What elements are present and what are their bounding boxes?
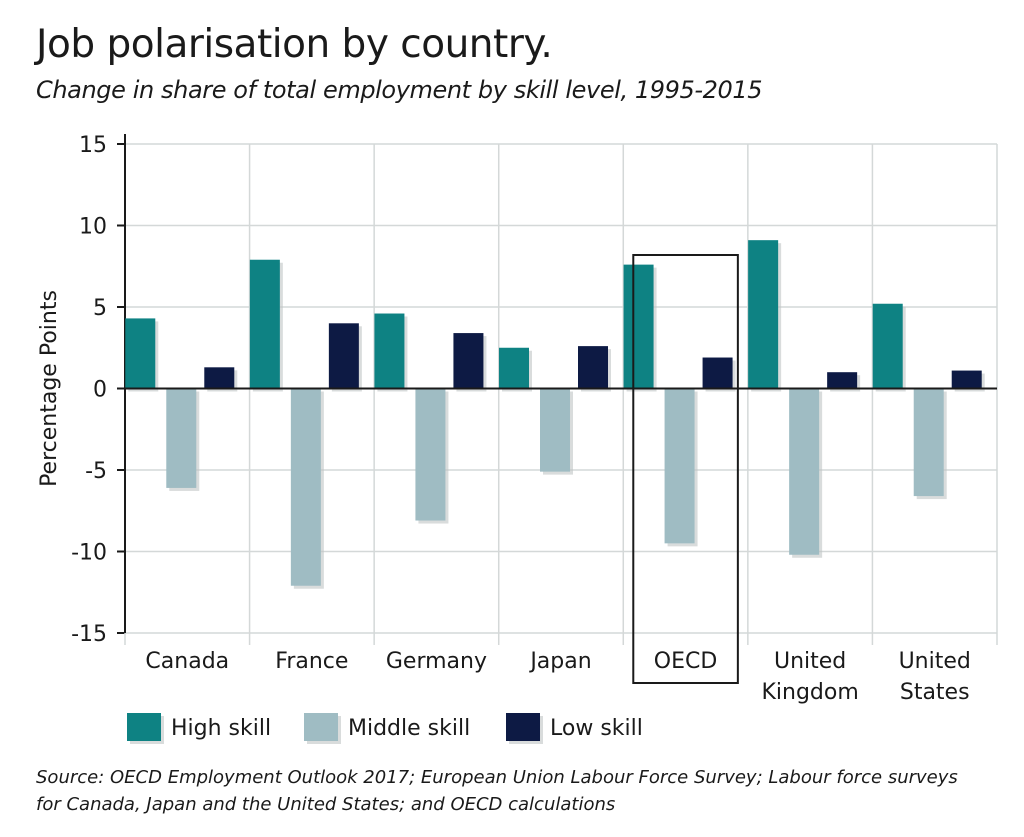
legend-swatch [506, 713, 540, 741]
bar [664, 388, 695, 544]
x-tick-label: Japan [528, 649, 591, 674]
chart-subtitle: Change in share of total employment by s… [36, 76, 763, 104]
x-tick-label: Kingdom [761, 680, 858, 705]
bar [499, 347, 529, 389]
bar [578, 346, 608, 389]
y-tick-label: 0 [93, 378, 107, 403]
bar [872, 303, 903, 389]
bar [702, 357, 733, 389]
x-tick-label: United [899, 649, 971, 674]
y-tick-label: 10 [79, 215, 107, 240]
x-tick-label: Germany [386, 649, 487, 674]
x-tick-label: United [774, 649, 846, 674]
bar [204, 367, 235, 389]
y-tick-label: -10 [71, 541, 107, 566]
bar [125, 318, 156, 389]
bar [415, 388, 446, 521]
y-tick-label: 15 [79, 133, 107, 158]
bar [328, 323, 359, 389]
bar [453, 333, 484, 389]
highlight-box [632, 254, 739, 684]
bar [623, 264, 654, 389]
x-tick-label: States [900, 680, 970, 705]
legend-swatch [127, 713, 161, 741]
bar [913, 388, 944, 497]
legend-label: Low skill [550, 716, 643, 741]
legend-swatch [304, 713, 338, 741]
bar [290, 388, 321, 586]
y-tick-label: -5 [85, 459, 107, 484]
bar [540, 388, 570, 472]
bar [748, 240, 779, 389]
bar [951, 370, 982, 389]
bar [166, 388, 197, 488]
y-axis-label: Percentage Points [37, 290, 62, 487]
bar [249, 259, 280, 389]
x-tick-label: France [275, 649, 348, 674]
bar-chart: 15 10 5 0 -5 -10 -15 Canada France Germany Japan OE… [37, 133, 998, 744]
y-tick-label: -15 [71, 622, 107, 647]
x-tick-label: OECD [654, 649, 718, 674]
bar [789, 388, 820, 555]
legend-label: Middle skill [348, 716, 470, 741]
chart-title: Job polarisation by country. [36, 22, 553, 67]
y-tick-label: 5 [93, 296, 107, 321]
bar [374, 313, 405, 389]
source-note: Source: OECD Employment Outlook 2017; Eu… [36, 767, 958, 815]
legend-label: High skill [171, 716, 271, 741]
bar [827, 372, 858, 389]
x-tick-label: Canada [145, 649, 229, 674]
